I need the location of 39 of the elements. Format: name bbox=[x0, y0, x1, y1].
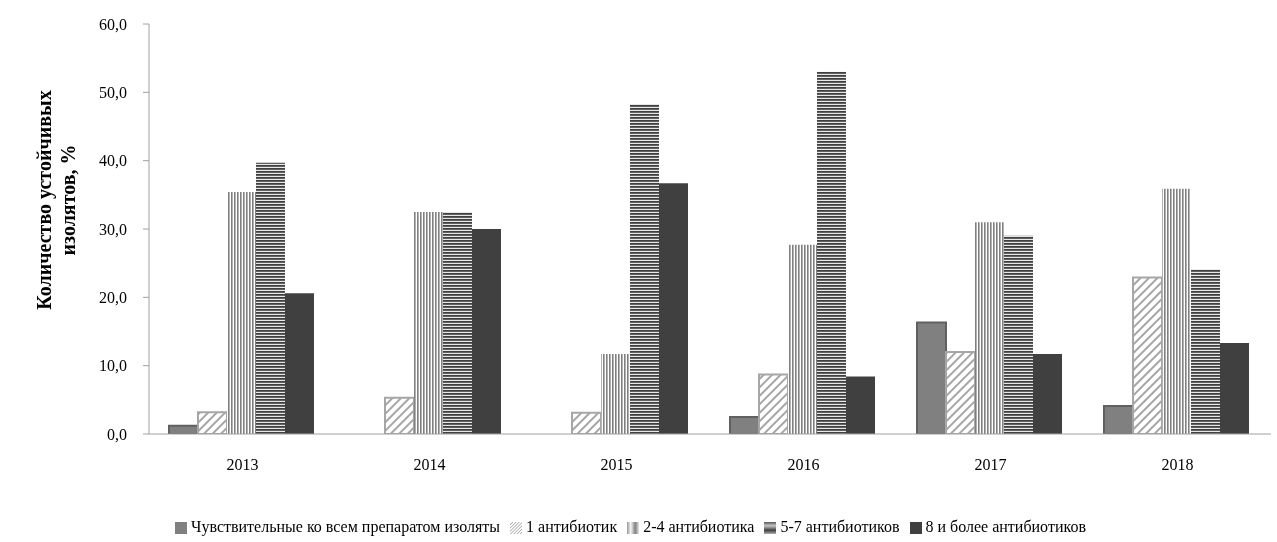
legend-label: 5-7 антибиотиков bbox=[780, 518, 900, 535]
x-tick-label: 2014 bbox=[413, 456, 446, 474]
y-tick-label: 20,0 bbox=[99, 289, 127, 307]
bar bbox=[601, 354, 630, 434]
x-tick-label: 2015 bbox=[600, 456, 633, 474]
bar bbox=[285, 293, 314, 434]
legend-label: 1 антибиотик bbox=[526, 518, 618, 535]
bar bbox=[916, 321, 947, 434]
y-tick-label: 10,0 bbox=[99, 357, 127, 375]
y-tick-label: 60,0 bbox=[99, 15, 127, 33]
bar bbox=[817, 71, 846, 434]
bar bbox=[443, 211, 472, 434]
x-tick-label: 2013 bbox=[226, 456, 259, 474]
y-tick-label: 0,0 bbox=[107, 425, 127, 443]
bar bbox=[975, 222, 1004, 434]
legend-label: Чувствительные ко всем препаратом изоляты bbox=[191, 518, 501, 535]
bar bbox=[788, 244, 817, 434]
bar bbox=[227, 192, 256, 434]
bar bbox=[256, 162, 285, 434]
bar bbox=[630, 103, 659, 434]
x-tick-label: 2018 bbox=[1161, 456, 1194, 474]
x-tick-label: 2017 bbox=[974, 456, 1007, 474]
y-tick-label: 50,0 bbox=[99, 84, 127, 102]
x-tick-label: 2016 bbox=[787, 456, 820, 474]
y-axis-title: Количество устойчивых изолятов, % bbox=[32, 89, 80, 312]
bar bbox=[414, 211, 443, 434]
bar bbox=[1191, 269, 1220, 434]
bar bbox=[472, 229, 501, 434]
legend-label: 2-4 антибиотика bbox=[643, 518, 755, 535]
bar bbox=[1004, 235, 1033, 434]
bar bbox=[1033, 354, 1062, 434]
legend-label: 8 и более антибиотиков bbox=[925, 518, 1086, 535]
bar bbox=[659, 183, 688, 434]
bar bbox=[1162, 188, 1191, 434]
y-tick-label: 40,0 bbox=[99, 152, 127, 170]
bar bbox=[1220, 343, 1249, 434]
bar bbox=[846, 376, 875, 434]
y-tick-label: 30,0 bbox=[99, 220, 127, 238]
bar bbox=[1103, 404, 1134, 434]
